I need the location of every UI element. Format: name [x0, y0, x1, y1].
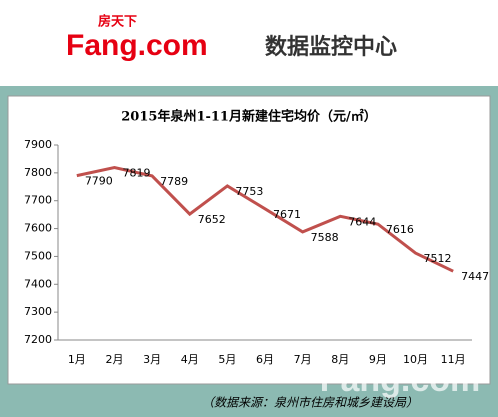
x-tick-label: 1月: [68, 353, 86, 366]
chart-panel: [7, 95, 491, 385]
x-tick-label: 10月: [403, 353, 428, 366]
source-note: （数据来源：泉州市住房和城乡建设局）: [202, 396, 418, 410]
monitor-title: 数据监控中心: [265, 34, 397, 60]
data-label: 7753: [235, 185, 263, 198]
y-tick-label: 7200: [24, 333, 52, 346]
x-tick-label: 2月: [105, 353, 123, 366]
x-tick-label: 8月: [331, 353, 349, 366]
data-label: 7790: [85, 175, 113, 188]
x-tick-label: 6月: [256, 353, 274, 366]
y-tick-label: 7800: [24, 166, 52, 179]
y-tick-label: 7400: [24, 277, 52, 290]
y-tick-label: 7600: [24, 222, 52, 235]
data-label: 7512: [424, 252, 452, 265]
x-tick-label: 11月: [441, 353, 466, 366]
header-band: [0, 0, 498, 86]
data-label: 7789: [160, 175, 188, 188]
line: [76, 166, 454, 273]
y-tick-label: 7900: [24, 138, 52, 151]
x-tick-label: 5月: [218, 353, 236, 366]
x-tick-label: 9月: [369, 353, 387, 366]
data-label: 7671: [273, 208, 301, 221]
x-tick-label: 3月: [143, 353, 161, 366]
data-label: 7447: [461, 270, 489, 283]
data-label: 7652: [198, 213, 226, 226]
watermark: Fang.com: [320, 361, 481, 399]
data-label: 7588: [311, 231, 339, 244]
y-tick-label: 7700: [24, 194, 52, 207]
brand-cn: 房天下: [98, 14, 137, 30]
data-label: 7644: [348, 215, 376, 228]
x-tick-label: 4月: [181, 353, 199, 366]
brand-en: Fang.com: [66, 29, 208, 62]
y-tick-label: 7500: [24, 249, 52, 262]
x-tick-label: 7月: [294, 353, 312, 366]
chart-title: 2015年泉州1-11月新建住宅均价（元/㎡）: [121, 109, 376, 125]
data-label: 7616: [386, 223, 414, 236]
y-tick-label: 7300: [24, 305, 52, 318]
data-label: 7819: [122, 167, 150, 180]
